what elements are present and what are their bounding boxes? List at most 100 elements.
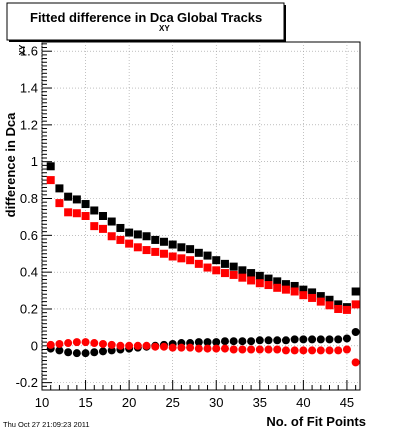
y-axis-label: difference in Dca bbox=[3, 112, 18, 218]
series-2-point bbox=[264, 336, 273, 345]
x-tick-label: 40 bbox=[296, 395, 310, 410]
series-0-point bbox=[334, 300, 343, 309]
series-1-point bbox=[90, 222, 99, 231]
y-tick-label: 1.2 bbox=[20, 117, 38, 132]
y-tick-label: -0.2 bbox=[16, 375, 38, 390]
series-1-point bbox=[255, 279, 264, 288]
y-tick-label: 0.6 bbox=[20, 228, 38, 243]
series-3-point bbox=[290, 346, 299, 355]
series-0-point bbox=[151, 235, 160, 244]
data-points bbox=[46, 162, 360, 367]
series-0-point bbox=[308, 288, 317, 297]
series-2-point bbox=[81, 349, 90, 358]
series-1-point bbox=[203, 263, 212, 272]
series-3-point bbox=[316, 346, 325, 355]
series-0-point bbox=[72, 195, 81, 204]
series-0-point bbox=[46, 162, 55, 171]
series-3-point bbox=[238, 345, 247, 354]
series-0-point bbox=[64, 192, 73, 201]
chart-title-suffix: Global Tracks bbox=[177, 10, 262, 25]
series-1-point bbox=[299, 291, 308, 300]
y-tick-label: 1.4 bbox=[20, 81, 38, 96]
series-2-point bbox=[255, 336, 264, 345]
x-tick-label: 30 bbox=[209, 395, 223, 410]
series-1-point bbox=[351, 300, 360, 309]
series-2-point bbox=[212, 338, 221, 347]
series-2-point bbox=[229, 337, 238, 346]
series-2-point bbox=[299, 335, 308, 344]
series-3-point bbox=[220, 344, 229, 353]
y-tick-label: 0.8 bbox=[20, 191, 38, 206]
series-0-point bbox=[90, 206, 99, 215]
series-3-point bbox=[55, 339, 64, 348]
series-1-point bbox=[72, 209, 81, 218]
series-2-point bbox=[98, 347, 107, 356]
series-1-point bbox=[177, 254, 186, 263]
series-0-point bbox=[142, 232, 151, 241]
series-3-point bbox=[194, 344, 203, 353]
series-3-point bbox=[177, 343, 186, 352]
series-3-point bbox=[159, 342, 168, 351]
series-0-point bbox=[177, 243, 186, 252]
series-1-point bbox=[159, 249, 168, 258]
series-0-point bbox=[247, 269, 256, 278]
series-0-point bbox=[116, 223, 125, 232]
series-2-point bbox=[351, 328, 360, 336]
chart-title: Fitted difference in Dca bbox=[30, 10, 175, 25]
series-3-point bbox=[46, 340, 55, 349]
series-0-point bbox=[220, 259, 229, 268]
series-0-point bbox=[186, 245, 195, 254]
series-3-point bbox=[81, 338, 90, 347]
series-1-point bbox=[247, 276, 256, 285]
timestamp: Thu Oct 27 21:09:23 2011 bbox=[3, 420, 90, 429]
series-0-point bbox=[168, 240, 177, 249]
x-axis-label: No. of Fit Points bbox=[266, 414, 366, 429]
series-1-point bbox=[107, 232, 116, 241]
series-3-point bbox=[308, 346, 317, 355]
series-2-point bbox=[220, 337, 229, 346]
x-tick-label: 45 bbox=[340, 395, 354, 410]
series-1-point bbox=[98, 224, 107, 233]
series-0-point bbox=[107, 217, 116, 226]
series-3-point bbox=[334, 346, 343, 355]
x-tick-label: 25 bbox=[165, 395, 179, 410]
series-1-point bbox=[264, 281, 273, 290]
series-3-point bbox=[325, 346, 334, 355]
x-tick-label: 20 bbox=[122, 395, 136, 410]
series-0-point bbox=[194, 248, 203, 257]
series-1-point bbox=[116, 235, 125, 244]
chart-title-subscript: XY bbox=[159, 24, 170, 33]
series-0-point bbox=[81, 200, 90, 209]
series-1-point bbox=[342, 305, 351, 314]
series-1-point bbox=[125, 239, 134, 248]
series-0-point bbox=[325, 295, 334, 304]
title-box bbox=[6, 2, 285, 41]
series-2-point bbox=[55, 346, 64, 355]
y-tick-labels: -0.2 0 0.2 0.4 0.6 0.8 1 1.2 1.4 1.6 bbox=[16, 44, 38, 390]
series-0-point bbox=[133, 230, 142, 239]
series-3-point bbox=[90, 339, 99, 348]
series-2-point bbox=[72, 349, 81, 358]
y-tick-label: 1.6 bbox=[20, 44, 38, 59]
series-3-point bbox=[72, 338, 81, 347]
series-3-point bbox=[133, 341, 142, 350]
series-1-point bbox=[316, 297, 325, 306]
series-0-point bbox=[98, 212, 107, 220]
series-3-point bbox=[255, 345, 264, 354]
series-3-point bbox=[125, 341, 134, 350]
series-1-point bbox=[64, 208, 73, 217]
series-1-point bbox=[186, 256, 195, 265]
series-2-point bbox=[290, 335, 299, 344]
axis-ticks bbox=[41, 43, 357, 391]
series-0-point bbox=[255, 271, 264, 280]
series-0-point bbox=[299, 285, 308, 294]
y-tick-label: 0 bbox=[31, 338, 38, 353]
series-2-point bbox=[238, 337, 247, 346]
series-2-point bbox=[316, 335, 325, 344]
series-1-point bbox=[142, 246, 151, 255]
series-1-point bbox=[194, 259, 203, 268]
series-3-point bbox=[212, 344, 221, 353]
series-0-point bbox=[55, 184, 64, 193]
series-1-point bbox=[168, 252, 177, 261]
